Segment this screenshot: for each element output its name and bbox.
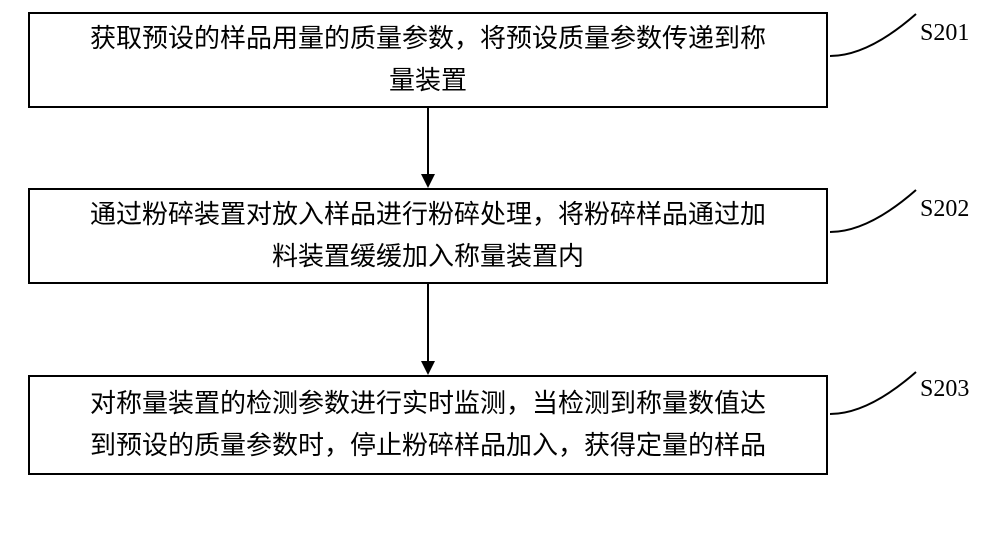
step-box-s203: 对称量装置的检测参数进行实时监测，当检测到称量数值达 到预设的质量参数时，停止粉… — [28, 375, 828, 475]
step-s202-line1: 通过粉碎装置对放入样品进行粉碎处理，将粉碎样品通过加 — [90, 200, 766, 229]
curve-s203 — [828, 366, 928, 426]
curve-s202 — [828, 184, 928, 244]
step-s202-line2: 料装置缓缓加入称量装置内 — [272, 242, 584, 271]
step-text-s202: 通过粉碎装置对放入样品进行粉碎处理，将粉碎样品通过加 料装置缓缓加入称量装置内 — [90, 194, 766, 277]
step-box-s202: 通过粉碎装置对放入样品进行粉碎处理，将粉碎样品通过加 料装置缓缓加入称量装置内 — [28, 188, 828, 284]
arrow-line-1 — [427, 108, 429, 174]
step-label-s201: S201 — [920, 20, 969, 47]
step-text-s201: 获取预设的样品用量的质量参数，将预设质量参数传递到称 量装置 — [90, 18, 766, 101]
arrow-head-1 — [421, 174, 435, 188]
step-text-s203: 对称量装置的检测参数进行实时监测，当检测到称量数值达 到预设的质量参数时，停止粉… — [90, 383, 766, 466]
step-s201-line1: 获取预设的样品用量的质量参数，将预设质量参数传递到称 — [90, 24, 766, 53]
step-box-s201: 获取预设的样品用量的质量参数，将预设质量参数传递到称 量装置 — [28, 12, 828, 108]
step-s201-line2: 量装置 — [389, 66, 467, 95]
step-label-s203: S203 — [920, 376, 969, 403]
step-s203-line1: 对称量装置的检测参数进行实时监测，当检测到称量数值达 — [90, 389, 766, 418]
arrow-head-2 — [421, 361, 435, 375]
arrow-line-2 — [427, 284, 429, 361]
curve-s201 — [828, 8, 928, 68]
step-label-s202: S202 — [920, 196, 969, 223]
step-s203-line2: 到预设的质量参数时，停止粉碎样品加入，获得定量的样品 — [90, 431, 766, 460]
